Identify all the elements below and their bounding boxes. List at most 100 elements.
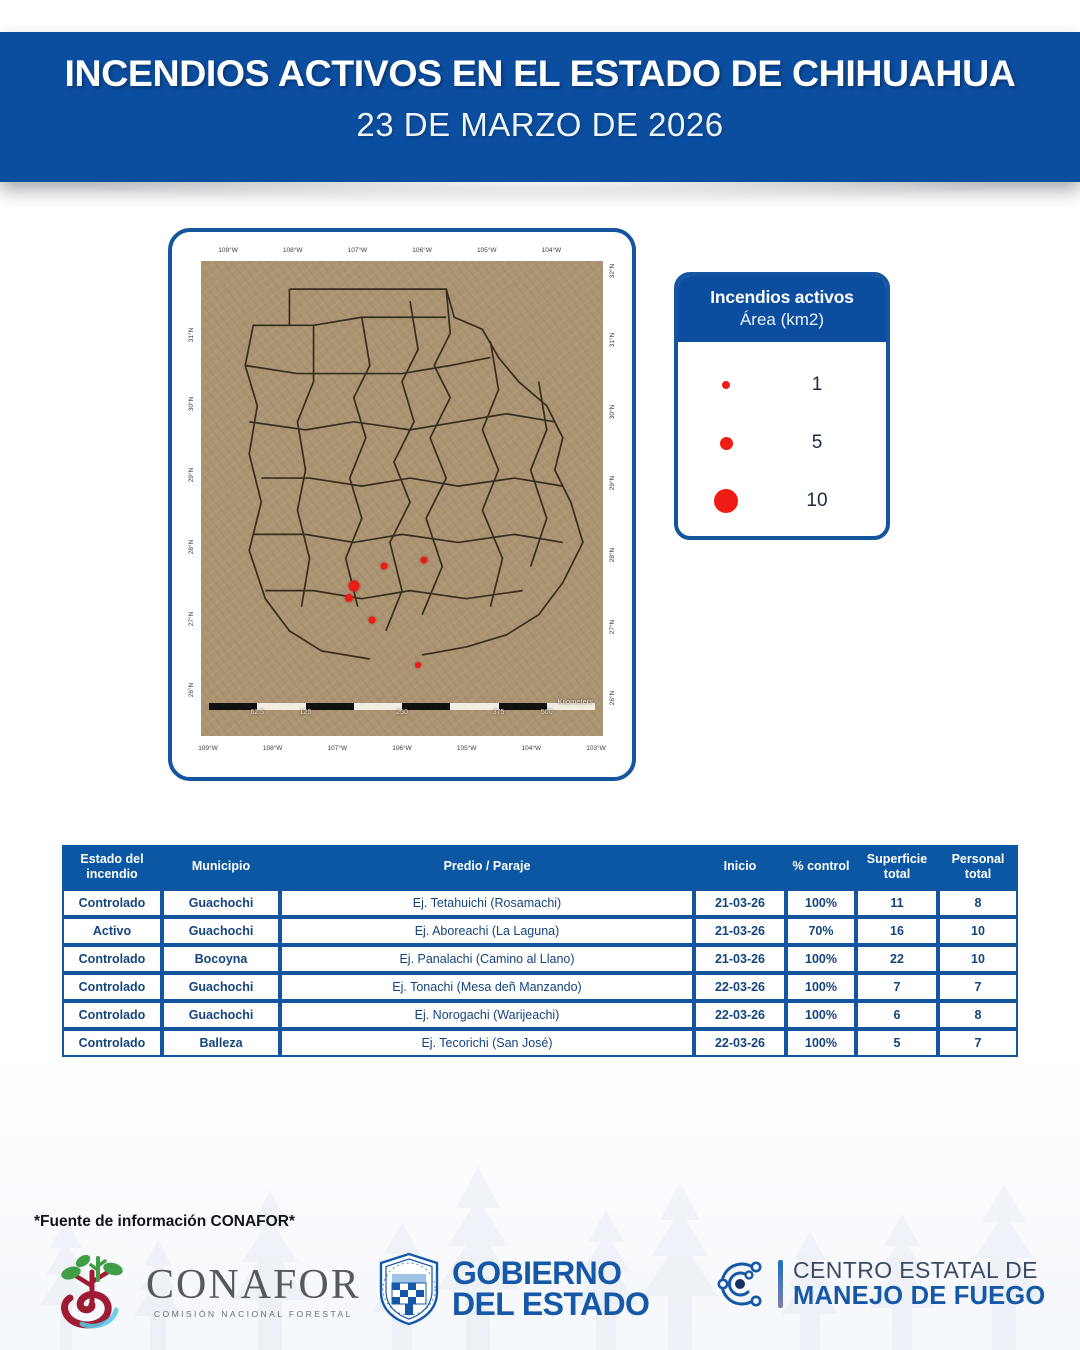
cell-inicio: 21-03-26 <box>694 944 786 973</box>
fire-marker[interactable] <box>368 616 376 624</box>
cell-municipio: Guachochi <box>162 1000 280 1029</box>
column-header-inicio: Inicio <box>694 845 786 889</box>
cell-inicio: 22-03-26 <box>694 1000 786 1029</box>
cell-predio: Ej. Tetahuichi (Rosamachi) <box>280 888 694 917</box>
cell-municipio: Guachochi <box>162 972 280 1001</box>
fire-marker[interactable] <box>344 594 353 603</box>
legend-swatch-cell <box>678 436 774 450</box>
legend-value: 5 <box>811 432 823 453</box>
legend-item: 1 <box>678 356 886 414</box>
fires-table: Estado del incendio Municipio Predio / P… <box>62 845 1018 1057</box>
table-row[interactable]: Controlado Balleza Ej. Tecorichi (San Jo… <box>62 1028 1018 1057</box>
scale-segment <box>450 703 499 710</box>
cell-personal: 8 <box>938 1000 1018 1029</box>
cell-superficie: 22 <box>856 944 938 973</box>
map-tick-bottom-3: 106°W <box>392 745 412 752</box>
scale-label-0: 62.5 <box>250 709 265 716</box>
terrain-texture <box>201 261 603 736</box>
header-top-strip <box>0 0 1080 32</box>
cell-control: 100% <box>786 944 856 973</box>
map-scale-labels: 62.5 125 250 375 500 <box>209 709 595 719</box>
cemf-line2: MANEJO DE FUEGO <box>793 1281 1046 1310</box>
cell-superficie: 11 <box>856 888 938 917</box>
cemf-divider <box>778 1260 783 1308</box>
table-row[interactable]: Controlado Guachochi Ej. Tetahuichi (Ros… <box>62 888 1018 917</box>
table-row[interactable]: Activo Guachochi Ej. Aboreachi (La Lagun… <box>62 916 1018 945</box>
map-tick-right-1: 31°N <box>609 332 617 348</box>
map-satellite-imagery[interactable]: 62.5 125 250 375 500 Kilometers <box>201 261 603 736</box>
fire-marker[interactable] <box>420 556 428 564</box>
cell-personal: 7 <box>938 1028 1018 1057</box>
legend-subtitle: Área (km2) <box>739 310 825 329</box>
table-row[interactable]: Controlado Guachochi Ej. Norogachi (Wari… <box>62 1000 1018 1029</box>
map-scale-bar <box>209 703 595 710</box>
table-row[interactable]: Controlado Bocoyna Ej. Panalachi (Camino… <box>62 944 1018 973</box>
cell-control: 70% <box>786 916 856 945</box>
cell-personal: 10 <box>938 944 1018 973</box>
source-note: *Fuente de información CONAFOR* <box>34 1213 295 1230</box>
cell-personal: 8 <box>938 888 1018 917</box>
cell-control: 100% <box>786 1000 856 1029</box>
column-header-control: % control <box>786 845 856 889</box>
map-tick-bottom-1: 108°W <box>262 745 283 752</box>
scale-segment <box>498 703 547 710</box>
scale-label-1: 125 <box>299 709 312 716</box>
cell-inicio: 22-03-26 <box>694 972 786 1001</box>
map-tick-top-1: 108°W <box>282 247 303 254</box>
map-tick-bottom-6: 103°W <box>586 745 606 752</box>
map-tick-bottom-0: 109°W <box>198 745 218 752</box>
cell-superficie: 6 <box>856 1000 938 1029</box>
map-tick-right-0: 32°N <box>609 263 617 279</box>
cell-personal: 7 <box>938 972 1018 1001</box>
legend-value: 1 <box>811 374 823 395</box>
map-tick-bottom-4: 105°W <box>456 745 477 752</box>
fire-marker[interactable] <box>415 661 422 668</box>
map-tick-top-3: 106°W <box>412 247 432 254</box>
cell-inicio: 22-03-26 <box>694 1028 786 1057</box>
legend-swatch-cell <box>678 381 774 389</box>
map-tick-right-5: 27°N <box>609 619 617 634</box>
legend-item: 10 <box>678 472 886 530</box>
map-tick-right-6: 26°N <box>609 691 617 706</box>
legend-card: Incendios activos Área (km2) 1 5 10 <box>674 272 890 540</box>
footer-logos: CONAFOR COMISIÓN NACIONAL FORESTAL GOBIE… <box>0 1248 1080 1344</box>
map-tick-bottom-5: 104°W <box>521 745 542 752</box>
cell-estado: Activo <box>62 916 162 945</box>
cell-municipio: Guachochi <box>162 916 280 945</box>
cell-inicio: 21-03-26 <box>694 888 786 917</box>
cell-personal: 10 <box>938 916 1018 945</box>
cell-predio: Ej. Aboreachi (La Laguna) <box>280 916 694 945</box>
scale-segment <box>353 703 402 710</box>
legend-item: 5 <box>678 414 886 472</box>
fire-marker[interactable] <box>348 580 360 592</box>
fire-dot-icon <box>714 489 738 513</box>
cemf-wordmark: CENTRO ESTATAL DE MANEJO DE FUEGO <box>793 1257 1046 1310</box>
scale-segment <box>257 703 306 710</box>
cell-predio: Ej. Norogachi (Warijeachi) <box>280 1000 694 1029</box>
table-header-row: Estado del incendio Municipio Predio / P… <box>62 845 1018 889</box>
scale-segment <box>305 703 354 710</box>
cell-predio: Ej. Panalachi (Camino al Llano) <box>280 944 694 973</box>
cell-control: 100% <box>786 972 856 1001</box>
chihuahua-shield-icon <box>379 1252 439 1326</box>
cell-estado: Controlado <box>62 888 162 917</box>
page-subtitle-date: 23 DE MARZO DE 2026 <box>356 106 724 143</box>
cemf-network-icon <box>717 1261 762 1307</box>
legend-title: Incendios activos <box>710 287 854 307</box>
map-tick-top-5: 104°W <box>541 247 562 254</box>
cemf-line1: CENTRO ESTATAL DE <box>793 1257 1038 1284</box>
table-header: Estado del incendio Municipio Predio / P… <box>62 845 1018 889</box>
conafor-emblem-icon <box>61 1254 123 1329</box>
fire-dot-icon <box>722 381 730 389</box>
fires-table-container: Estado del incendio Municipio Predio / P… <box>62 845 1018 1057</box>
map-tick-left-2: 29°N <box>187 468 195 483</box>
cell-control: 100% <box>786 1028 856 1057</box>
map-tick-left-5: 26°N <box>187 683 195 698</box>
conafor-tagline: COMISIÓN NACIONAL FORESTAL <box>153 1308 353 1319</box>
map-card[interactable]: 109°W 108°W 107°W 106°W 105°W 104°W 109°… <box>168 228 636 781</box>
map-tick-left-0: 31°N <box>187 327 195 342</box>
table-row[interactable]: Controlado Guachochi Ej. Tonachi (Mesa d… <box>62 972 1018 1001</box>
cell-municipio: Guachochi <box>162 888 280 917</box>
fire-marker[interactable] <box>380 562 388 570</box>
map-tick-top-2: 107°W <box>347 247 368 254</box>
